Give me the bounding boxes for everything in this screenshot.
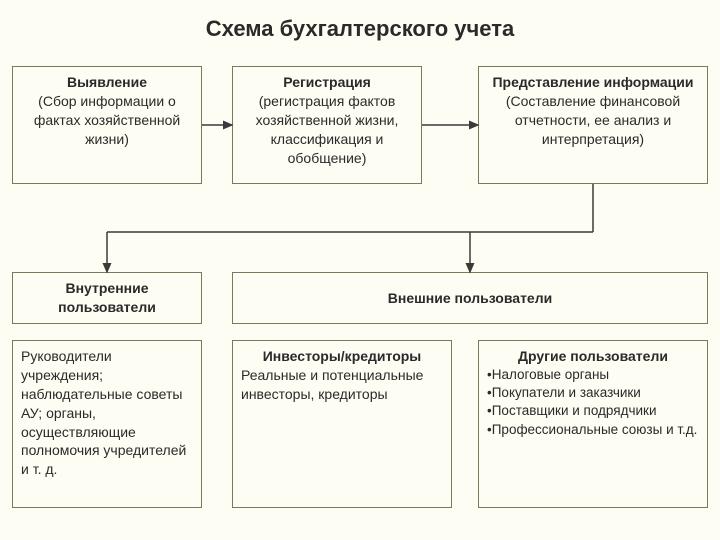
box-bullets: •Налоговые органы•Покупатели и заказчики…	[487, 366, 699, 439]
box-heading: Внутренние пользователи	[21, 279, 193, 317]
diagram-title: Схема бухгалтерского учета	[0, 0, 720, 54]
box-external-users: Внешние пользователи	[232, 272, 708, 324]
box-investors: Инвесторы/кредиторы Реальные и потенциал…	[232, 340, 452, 508]
box-heading: Внешние пользователи	[388, 289, 552, 308]
box-heading: Другие пользователи	[487, 347, 699, 366]
box-identification: Выявление (Сбор информации о фактах хозя…	[12, 66, 202, 184]
box-body: (регистрация фактов хозяйственной жизни,…	[241, 92, 413, 168]
box-heading: Выявление	[21, 73, 193, 92]
box-body: (Составление финансовой отчетности, ее а…	[487, 92, 699, 149]
box-heading: Регистрация	[241, 73, 413, 92]
box-registration: Регистрация (регистрация фактов хозяйств…	[232, 66, 422, 184]
box-managers: Руководители учреждения; наблюдательные …	[12, 340, 202, 508]
box-body: Реальные и потенциальные инвесторы, кред…	[241, 366, 443, 404]
box-heading: Представление информации	[487, 73, 699, 92]
box-internal-users: Внутренние пользователи	[12, 272, 202, 324]
box-presentation: Представление информации (Составление фи…	[478, 66, 708, 184]
box-body: Руководители учреждения; наблюдательные …	[21, 347, 193, 479]
box-heading: Инвесторы/кредиторы	[241, 347, 443, 366]
box-other-users: Другие пользователи •Налоговые органы•По…	[478, 340, 708, 508]
box-body: (Сбор информации о фактах хозяйственной …	[21, 92, 193, 149]
